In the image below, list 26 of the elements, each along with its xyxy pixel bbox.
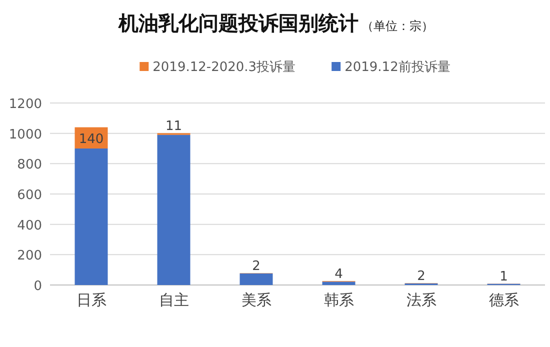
y-tick-label: 400 <box>17 218 42 234</box>
text: 11 <box>165 119 182 134</box>
text: 1 <box>500 270 508 285</box>
x-tick-label: 美系 <box>241 291 272 309</box>
title: 机油乳化问题投诉国别统计（单位：宗） <box>118 11 434 35</box>
y-tick-label: 0 <box>34 279 42 294</box>
bar <box>74 148 108 285</box>
text: 2 <box>417 269 426 284</box>
x-tick-label: 日系 <box>76 291 106 309</box>
x-tick-label: 韩系 <box>324 291 354 309</box>
text: 4 <box>334 267 343 282</box>
legend-label: 2019.12前投诉量 <box>344 60 450 75</box>
text: 140 <box>78 132 104 147</box>
x-tick-label: 自主 <box>158 291 189 309</box>
y-tick-label: 200 <box>17 248 42 264</box>
text: 2 <box>252 259 260 274</box>
y-tick-label: 1200 <box>8 97 42 112</box>
x-tick-label: 德系 <box>488 291 519 309</box>
legend-label: 2019.12-2020.3投诉量 <box>152 60 296 75</box>
y-tick-label: 1000 <box>8 127 42 142</box>
y-tick-label: 600 <box>17 188 42 203</box>
y-tick-label: 800 <box>17 158 42 173</box>
bar <box>322 282 356 285</box>
bar <box>240 273 273 285</box>
x-tick-label: 法系 <box>406 291 436 309</box>
bar <box>157 134 190 285</box>
